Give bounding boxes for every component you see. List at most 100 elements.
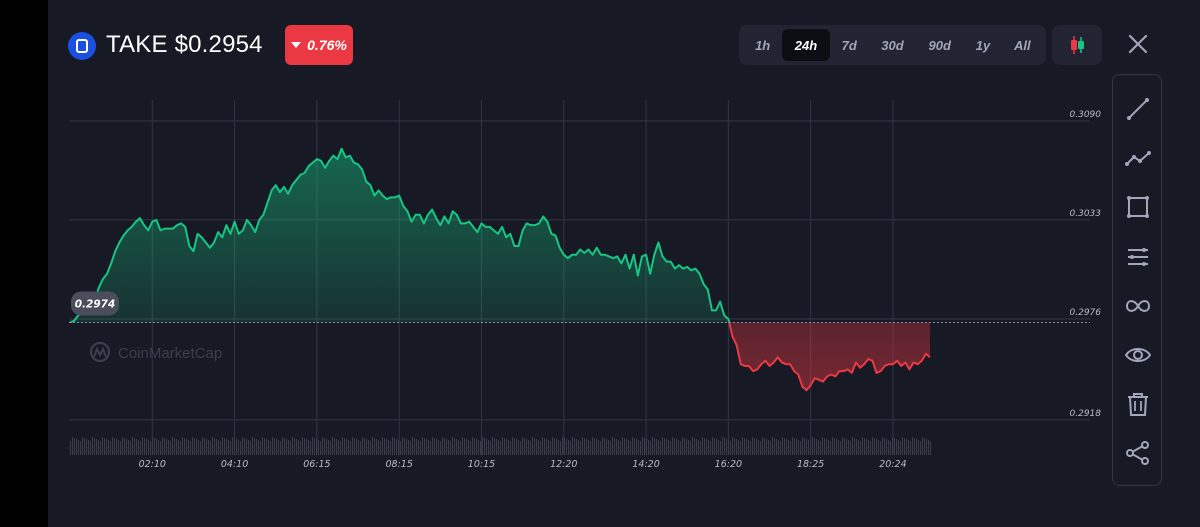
volume-bar	[362, 437, 363, 455]
volume-bar	[688, 440, 689, 455]
volume-bar	[82, 437, 83, 455]
volume-bar	[256, 439, 257, 455]
volume-bar	[730, 441, 731, 455]
volume-bar	[888, 440, 889, 455]
volume-bar	[542, 437, 543, 455]
volume-bar	[370, 441, 371, 455]
candlestick-toggle-button[interactable]	[1052, 25, 1102, 65]
volume-bar	[318, 440, 319, 455]
volume-bar	[628, 440, 629, 455]
rectangle-tool-button[interactable]	[1113, 187, 1163, 227]
volume-bar	[282, 437, 283, 455]
x-tick-label: 08:15	[385, 459, 412, 470]
volume-bar	[732, 437, 733, 455]
share-button[interactable]	[1113, 433, 1163, 473]
volume-bar	[266, 439, 267, 455]
volume-bar	[808, 440, 809, 455]
volume-bar	[804, 438, 805, 455]
volume-bar	[666, 439, 667, 455]
volume-bar	[526, 439, 527, 455]
range-24h-button[interactable]: 24h	[782, 29, 830, 61]
volume-bar	[522, 437, 523, 455]
volume-bar	[72, 437, 73, 455]
range-90d-button[interactable]: 90d	[928, 37, 951, 53]
volume-bar	[122, 437, 123, 455]
volume-bar	[254, 438, 255, 455]
volume-bar	[850, 441, 851, 455]
volume-bar	[432, 437, 433, 455]
volume-bar	[654, 438, 655, 455]
volume-bar	[202, 437, 203, 455]
volume-bar	[908, 440, 909, 455]
volume-bar	[276, 439, 277, 455]
x-tick-label: 14:20	[632, 459, 659, 470]
infinity-button[interactable]	[1113, 286, 1163, 326]
volume-bar	[168, 440, 169, 455]
volume-bar	[386, 439, 387, 455]
line-tool-button[interactable]	[1113, 89, 1163, 129]
volume-bar	[858, 440, 859, 455]
volume-bar	[124, 438, 125, 455]
volume-bar	[616, 439, 617, 455]
volume-bar	[576, 439, 577, 455]
volume-bar	[412, 437, 413, 455]
volume-bar	[832, 437, 833, 455]
volume-bar	[634, 438, 635, 455]
volume-bar	[150, 441, 151, 455]
volume-bar	[230, 441, 231, 455]
volume-bar	[614, 438, 615, 455]
coin-title: TAKE $0.2954	[106, 31, 263, 58]
volume-bar	[188, 440, 189, 455]
volume-bar	[596, 439, 597, 455]
delete-button[interactable]	[1113, 384, 1163, 424]
volume-bar	[178, 440, 179, 455]
range-1h-button[interactable]: 1h	[755, 37, 771, 53]
volume-bar	[96, 439, 97, 455]
volume-bar	[336, 439, 337, 455]
volume-bar	[692, 437, 693, 455]
volume-bar	[584, 438, 585, 455]
volume-bar	[250, 441, 251, 455]
volume-bar	[462, 437, 463, 455]
visibility-button[interactable]	[1113, 335, 1163, 375]
x-tick-label: 18:25	[797, 459, 824, 470]
volume-bar	[618, 440, 619, 455]
volume-bar	[334, 438, 335, 455]
volume-bar	[548, 440, 549, 455]
volume-bar	[384, 438, 385, 455]
line-tool-icon	[1127, 98, 1149, 120]
volume-bar	[640, 441, 641, 455]
volume-bar	[388, 440, 389, 455]
polyline-tool-button[interactable]	[1113, 138, 1163, 178]
volume-bar	[474, 438, 475, 455]
volume-bar	[156, 439, 157, 455]
volume-bar	[454, 438, 455, 455]
range-30d-button[interactable]: 30d	[881, 37, 904, 53]
volume-bar	[766, 439, 767, 455]
volume-bar	[444, 438, 445, 455]
volume-bar	[518, 440, 519, 455]
volume-bar	[350, 441, 351, 455]
range-all-button[interactable]: All	[1014, 37, 1031, 53]
volume-bar	[864, 438, 865, 455]
volume-bar	[796, 439, 797, 455]
volume-bar	[632, 437, 633, 455]
parallel-lines-button[interactable]	[1113, 237, 1163, 277]
volume-bar	[578, 440, 579, 455]
volume-bar	[400, 441, 401, 455]
range-7d-button[interactable]: 7d	[841, 37, 857, 53]
volume-bar	[238, 440, 239, 455]
volume-bar	[828, 440, 829, 455]
volume-bar	[920, 441, 921, 455]
volume-bar	[830, 441, 831, 455]
take-logo-icon	[68, 32, 96, 60]
volume-bar	[622, 437, 623, 455]
volume-bar	[874, 438, 875, 455]
volume-bar	[530, 441, 531, 455]
range-1y-button[interactable]: 1y	[975, 37, 991, 53]
volume-bar	[436, 439, 437, 455]
volume-bar	[380, 441, 381, 455]
volume-bar	[866, 439, 867, 455]
volume-bar	[446, 439, 447, 455]
close-button[interactable]	[1120, 26, 1156, 62]
